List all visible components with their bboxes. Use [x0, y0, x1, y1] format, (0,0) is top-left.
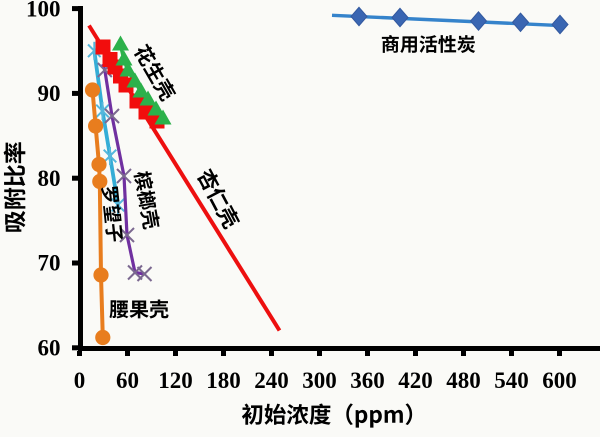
svg-text:180: 180 — [206, 368, 241, 393]
svg-text:120: 120 — [158, 368, 193, 393]
svg-text:0: 0 — [74, 368, 86, 393]
svg-text:60: 60 — [38, 336, 61, 361]
svg-text:300: 300 — [302, 368, 337, 393]
svg-text:240: 240 — [254, 368, 289, 393]
svg-text:600: 600 — [542, 368, 577, 393]
svg-text:90: 90 — [38, 81, 61, 106]
svg-text:420: 420 — [398, 368, 433, 393]
svg-text:60: 60 — [116, 368, 139, 393]
svg-text:480: 480 — [446, 368, 481, 393]
svg-text:80: 80 — [38, 166, 61, 191]
svg-text:100: 100 — [26, 0, 61, 21]
svg-text:540: 540 — [494, 368, 529, 393]
svg-text:70: 70 — [38, 251, 61, 276]
svg-text:360: 360 — [350, 368, 385, 393]
